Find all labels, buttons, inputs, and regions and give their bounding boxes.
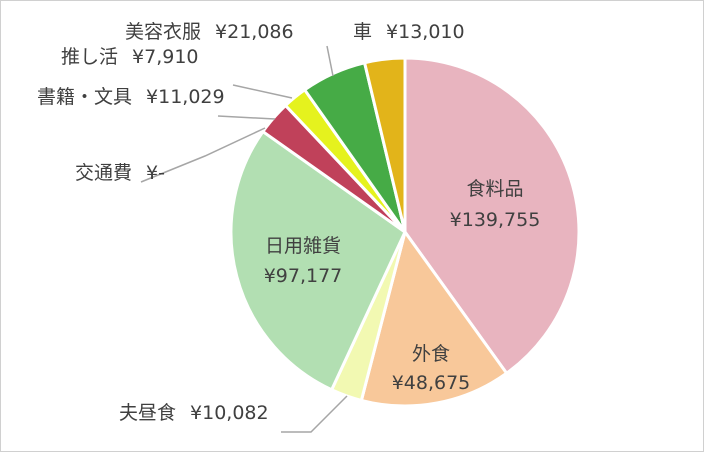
label-shoseki-bungu: 書籍・文具 ¥11,029 — [37, 86, 225, 108]
pie-slices — [229, 56, 581, 408]
leader-shoseki-bungu — [217, 115, 276, 120]
pie-slice-8 — [363, 56, 407, 234]
leader-otto-chushoku — [281, 395, 348, 433]
label-name-nichiyo-zakka: 日用雑貨 — [265, 235, 341, 257]
label-value-gaishoku: ¥48,675 — [392, 372, 471, 394]
leader-oshikatsu — [232, 84, 293, 99]
label-name-shokuryohin: 食料品 — [466, 178, 523, 200]
label-oshikatsu: 推し活 ¥7,910 — [61, 46, 199, 68]
label-otto-chushoku: 夫昼食 ¥10,082 — [119, 402, 269, 424]
pie-slice-0 — [403, 56, 581, 375]
label-value-shokuryohin: ¥139,755 — [450, 209, 541, 231]
label-biyo-ifuku: 美容衣服 ¥21,086 — [125, 21, 294, 43]
label-name-gaishoku: 外食 — [412, 343, 450, 365]
label-kuruma: 車 ¥13,010 — [353, 21, 465, 43]
leader-kotsuhi — [140, 127, 266, 183]
pie-slice-3 — [229, 130, 407, 392]
label-value-nichiyo-zakka: ¥97,177 — [264, 265, 343, 287]
leader-biyo-ifuku — [326, 45, 334, 77]
pie-slice-1 — [359, 230, 509, 408]
label-kotsuhi: 交通費 ¥- — [75, 162, 165, 184]
leader-lines — [140, 45, 348, 433]
